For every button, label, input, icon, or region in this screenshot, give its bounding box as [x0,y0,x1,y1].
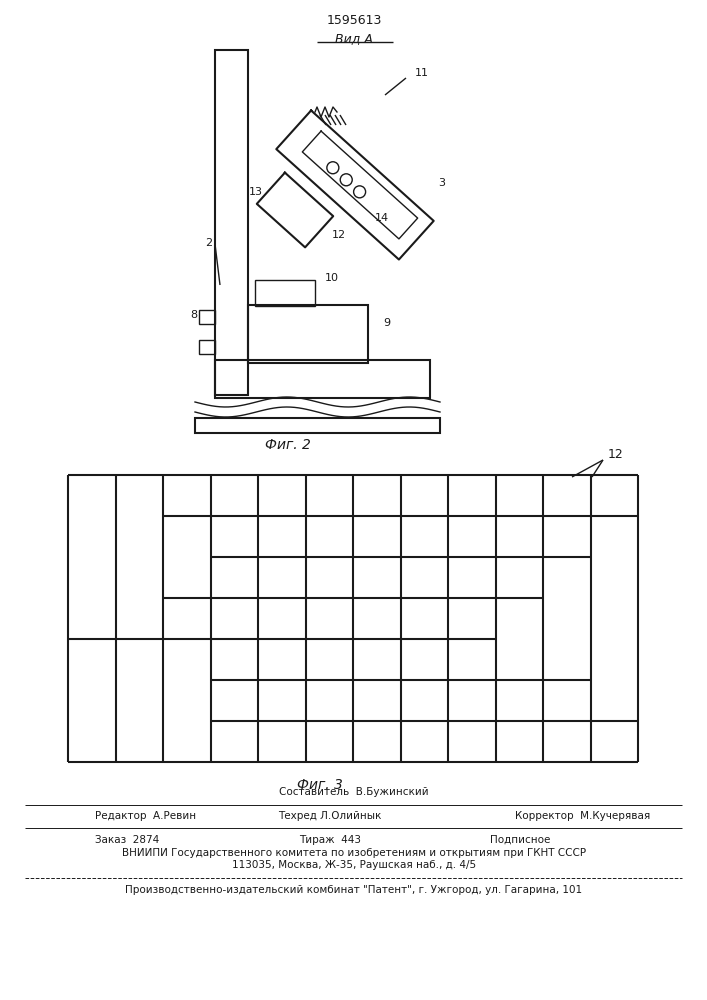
Text: 14: 14 [375,213,389,223]
Bar [215,360,430,398]
Text: 3: 3 [438,178,445,188]
Text: Заказ  2874: Заказ 2874 [95,835,159,845]
Text: 12: 12 [332,230,346,240]
Text: Производственно-издательский комбинат "Патент", г. Ужгород, ул. Гагарина, 101: Производственно-издательский комбинат "П… [125,885,583,895]
Text: Фиг. 3: Фиг. 3 [297,778,343,792]
Bar [248,305,368,363]
Text: 10: 10 [325,273,339,283]
Text: ВНИИПИ Государственного комитета по изобретениям и открытиям при ГКНТ СССР: ВНИИПИ Государственного комитета по изоб… [122,848,586,858]
Text: Фиг. 2: Фиг. 2 [265,438,311,452]
Text: 11: 11 [415,68,429,78]
Text: 9: 9 [383,318,390,328]
Bar [199,310,215,324]
Text: Корректор  М.Кучерявая: Корректор М.Кучерявая [515,811,650,821]
Text: 8: 8 [190,310,197,320]
Text: Вид А: Вид А [335,32,373,45]
Bar [199,340,215,354]
Text: 13: 13 [249,187,263,197]
Text: 2: 2 [205,238,212,248]
Bar [215,50,248,395]
Text: Подписное: Подписное [490,835,550,845]
Text: Редактор  А.Ревин: Редактор А.Ревин [95,811,196,821]
Text: 113035, Москва, Ж-35, Раушская наб., д. 4/5: 113035, Москва, Ж-35, Раушская наб., д. … [232,860,476,870]
Text: 1595613: 1595613 [327,13,382,26]
Text: Техред Л.Олийнык: Техред Л.Олийнык [279,811,382,821]
Bar [255,280,315,306]
Text: Составитель  В.Бужинский: Составитель В.Бужинский [279,787,429,797]
Bar [195,418,440,433]
Text: Тираж  443: Тираж 443 [299,835,361,845]
Text: 12: 12 [608,448,624,462]
